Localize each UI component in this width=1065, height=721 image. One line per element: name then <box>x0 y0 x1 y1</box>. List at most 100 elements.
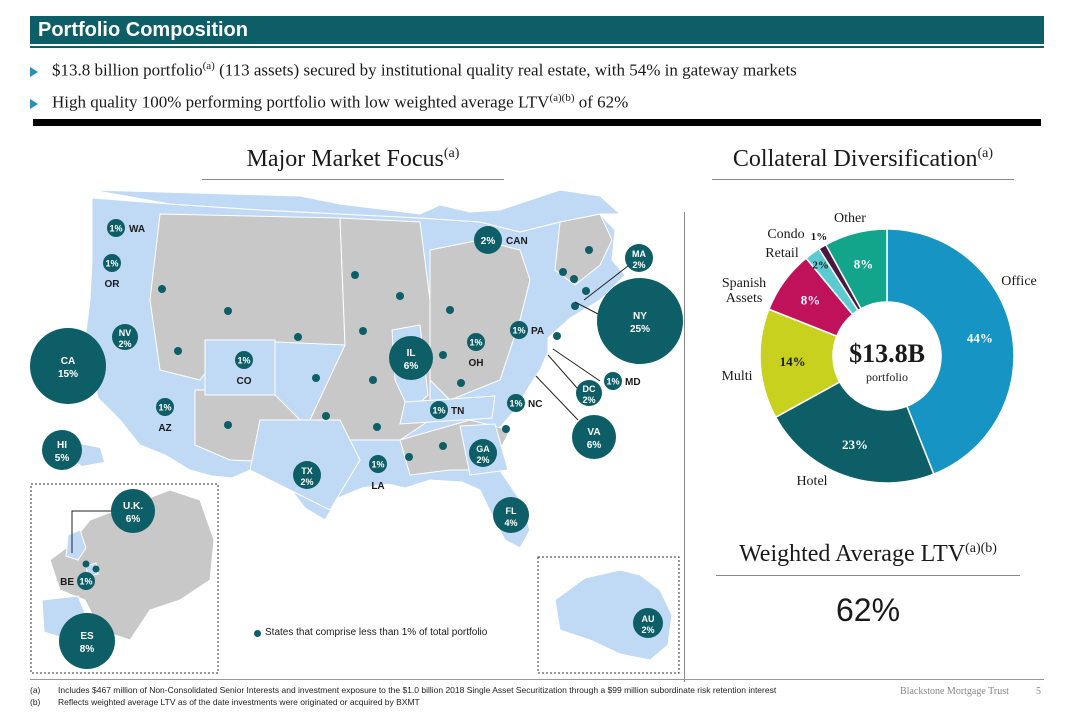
market-marker-es: ES 8% <box>59 613 115 669</box>
market-marker-hi: HI 5% <box>42 430 82 470</box>
marker-bubble <box>572 415 616 459</box>
small-state-dot <box>585 246 593 254</box>
small-state-dot <box>446 306 454 314</box>
map-title-text: Major Market Focus <box>246 146 444 172</box>
marker-bubble <box>467 333 485 351</box>
marker-label: VA <box>587 427 600 438</box>
footnote-b: (b) Reflects weighted average LTV as of t… <box>30 696 776 708</box>
marker-label: HI <box>57 440 67 451</box>
chart-title-sup: (a) <box>977 146 994 161</box>
bullet-text: $13.8 billion portfolio <box>52 60 203 80</box>
marker-value: 6% <box>126 514 141 525</box>
footnotes: (a) Includes $467 million of Non-Consolid… <box>30 684 776 708</box>
section-divider <box>33 119 1041 126</box>
small-state-dot <box>224 307 232 315</box>
marker-value: 2% <box>300 477 313 487</box>
small-state-dot <box>571 302 579 310</box>
market-marker-ma: MA 2% <box>625 244 653 272</box>
small-state-dot <box>502 425 510 433</box>
title-rule <box>30 46 1044 48</box>
marker-label: MA <box>632 249 646 259</box>
market-marker-be: 1% BE <box>60 572 95 590</box>
leader-line-md <box>552 348 601 382</box>
marker-bubble <box>77 572 95 590</box>
small-state-dot <box>312 374 320 382</box>
marker-label: TN <box>451 406 464 417</box>
marker-bubble <box>59 613 115 669</box>
legend-dot-icon <box>254 630 261 637</box>
market-marker-az: 1% AZ <box>156 398 174 434</box>
marker-label: FL <box>506 506 517 516</box>
small-state-dot <box>553 332 561 340</box>
marker-value: 5% <box>55 453 70 464</box>
pie-value-label: 2% <box>812 260 829 272</box>
market-marker-md: 1% MD <box>604 372 641 390</box>
chart-title-rule <box>712 179 1014 180</box>
marker-bubble <box>235 351 253 369</box>
pie-category-label: Hotel <box>796 474 827 489</box>
marker-bubble <box>30 328 106 404</box>
pie-category-label: Retail <box>765 246 799 261</box>
marker-bubble <box>625 244 653 272</box>
marker-value: 1% <box>371 460 384 470</box>
pie-category-label: Spanish <box>722 276 766 291</box>
marker-bubble <box>493 497 529 533</box>
page-title-bar: Portfolio Composition <box>30 16 1044 44</box>
pie-category-label: Condo <box>767 227 804 242</box>
bullet-sup: (a)(b) <box>549 92 575 104</box>
small-state-dots <box>82 246 593 573</box>
market-marker-tx: TX 2% <box>293 461 321 489</box>
market-marker-ga: GA 2% <box>469 439 497 467</box>
australia-landmass <box>554 569 673 661</box>
small-state-dot <box>396 292 404 300</box>
europe-landmass <box>49 489 215 641</box>
page-number: 5 <box>1036 686 1041 697</box>
marker-value: 25% <box>630 324 650 335</box>
legend-note-text: States that comprise less than 1% of tot… <box>265 627 488 638</box>
footer-rule <box>30 679 1044 680</box>
pie-category-label: Assets <box>726 291 763 306</box>
small-state-dot <box>570 275 578 283</box>
market-marker-can: 2% CAN <box>474 226 528 254</box>
small-state-dot <box>158 285 166 293</box>
ltv-value: 62% <box>835 592 901 628</box>
marker-value: 6% <box>404 361 419 372</box>
marker-label: AZ <box>158 423 171 434</box>
marker-label: CAN <box>506 236 528 247</box>
ltv-title-sup: (a)(b) <box>965 541 997 556</box>
leader-lines <box>71 265 629 553</box>
marker-label: TX <box>301 466 313 476</box>
map-section-title: Major Market Focus(a) <box>202 146 504 173</box>
market-marker-uk: U.K. 6% <box>111 489 155 533</box>
leader-line-va <box>535 375 579 421</box>
small-state-dot <box>294 333 302 341</box>
europe-inset-frame <box>30 483 219 674</box>
pie-slice-office <box>886 228 1015 476</box>
footnote-a: (a) Includes $467 million of Non-Consolid… <box>30 684 776 696</box>
marker-value: 2% <box>476 455 489 465</box>
bullet-text: High quality 100% performing portfolio w… <box>52 92 550 112</box>
marker-bubble <box>510 321 528 339</box>
marker-label: OR <box>105 279 121 290</box>
marker-bubble <box>507 394 525 412</box>
footnote-mark: (a) <box>30 685 41 695</box>
market-marker-ny: NY 25% <box>597 278 683 364</box>
pie-category-label: Office <box>1001 274 1037 289</box>
pie-value-label: 8% <box>854 256 874 271</box>
market-marker-nc: 1% NC <box>507 394 542 412</box>
small-state-dot <box>224 421 232 429</box>
marker-value: 1% <box>158 403 171 413</box>
marker-bubble <box>293 461 321 489</box>
market-marker-dc: DC 2% <box>576 380 602 406</box>
small-state-dot <box>322 412 330 420</box>
marker-label: IL <box>407 348 416 359</box>
collateral-donut-chart: 44% Office 23% Hotel 14% Multi 8% SpanishAssets… <box>721 211 1036 489</box>
bullet-text: (113 assets) secured by institutional qu… <box>214 60 797 80</box>
page-title: Portfolio Composition <box>38 19 248 41</box>
marker-value: 1% <box>469 338 482 348</box>
marker-label: BE <box>60 577 74 588</box>
ltv-title-text: Weighted Average LTV <box>739 541 966 567</box>
bullet-triangle-icon <box>30 98 38 109</box>
marker-bubble <box>369 455 387 473</box>
